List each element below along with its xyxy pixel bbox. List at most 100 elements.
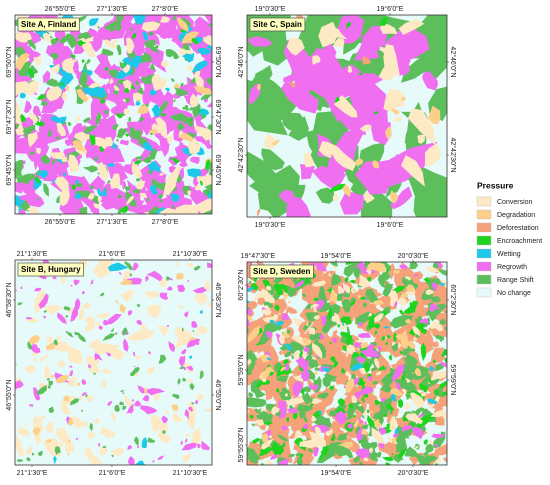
land-patch (277, 458, 290, 465)
coord-label: 42°42'30"N (449, 137, 457, 172)
land-patch (34, 177, 41, 184)
land-patch (15, 81, 29, 97)
land-patch (86, 395, 93, 403)
land-patch (318, 286, 327, 306)
land-patch (42, 33, 51, 44)
land-patch (362, 56, 372, 65)
land-patch (142, 156, 152, 164)
land-patch (149, 43, 160, 55)
land-patch (430, 409, 447, 418)
land-patch (384, 126, 392, 140)
land-patch (138, 116, 145, 123)
land-patch (276, 388, 280, 393)
land-patch (45, 439, 53, 444)
land-patch (406, 379, 410, 383)
land-patch (290, 82, 297, 88)
land-patch (332, 193, 339, 202)
land-patch (162, 113, 167, 117)
land-patch (180, 29, 187, 33)
land-patch (67, 453, 70, 456)
land-patch (39, 356, 45, 362)
land-patch (83, 322, 96, 332)
land-patch (405, 318, 411, 324)
land-patch (374, 323, 381, 329)
land-patch (29, 404, 34, 407)
land-patch (165, 48, 174, 58)
land-patch (394, 285, 405, 292)
coord-label: 19°47'30"E (241, 252, 276, 260)
land-patch (417, 413, 424, 419)
land-patch (359, 124, 372, 132)
land-patch (182, 327, 184, 333)
land-patch (171, 404, 179, 412)
land-patch (356, 356, 366, 363)
land-patch (422, 71, 438, 91)
land-patch (382, 310, 388, 317)
land-patch (433, 389, 440, 396)
land-patch (37, 58, 41, 61)
land-patch (394, 355, 407, 369)
land-patch (363, 457, 369, 462)
land-patch (134, 129, 142, 140)
land-patch (273, 283, 284, 296)
land-patch (97, 196, 102, 203)
land-patch (353, 414, 356, 418)
land-patch (360, 436, 370, 452)
land-patch (93, 372, 96, 375)
land-patch (151, 178, 156, 182)
land-patch (178, 305, 184, 310)
land-patch (326, 71, 356, 99)
land-patch (173, 127, 185, 143)
land-patch (98, 442, 101, 448)
land-patch (389, 186, 413, 210)
land-patch (345, 377, 355, 393)
land-patch (27, 39, 36, 51)
land-patch (82, 68, 86, 72)
land-patch (172, 393, 180, 400)
land-patch (33, 346, 41, 354)
coord-label: 26°55'0"E (45, 218, 76, 226)
land-patch (190, 156, 200, 165)
coord-label: 21°6'0"E (99, 250, 126, 258)
land-patch (380, 326, 396, 340)
land-patch (266, 357, 272, 361)
land-patch (439, 282, 446, 286)
panel-title: Site D, Sweden (253, 267, 310, 276)
land-patch (364, 375, 366, 378)
land-patch (51, 159, 55, 166)
land-patch (363, 191, 375, 204)
land-patch (364, 421, 367, 426)
legend-swatch (476, 274, 492, 285)
land-patch (364, 333, 371, 338)
land-patch (36, 170, 49, 179)
land-patch (405, 388, 413, 399)
land-patch (194, 331, 200, 336)
land-patch (18, 199, 24, 206)
land-patch (354, 266, 357, 269)
land-patch (262, 433, 268, 445)
land-patch (58, 360, 66, 368)
land-patch (255, 419, 265, 426)
land-patch (109, 78, 114, 85)
land-patch (329, 386, 334, 392)
land-patch (171, 78, 175, 82)
land-patch (122, 327, 128, 336)
land-patch (152, 460, 155, 463)
land-patch (197, 393, 205, 401)
land-patch (397, 398, 404, 409)
land-patch (142, 31, 149, 41)
land-patch (175, 261, 179, 267)
land-patch (128, 116, 132, 123)
land-patch (100, 292, 105, 297)
land-patch (17, 302, 23, 306)
land-patch (36, 198, 40, 201)
land-patch (139, 323, 149, 338)
land-patch (411, 426, 424, 440)
land-patch (285, 343, 292, 351)
land-patch (44, 304, 64, 315)
land-patch (374, 313, 384, 323)
land-patch (421, 392, 427, 397)
land-patch (184, 50, 194, 55)
land-patch (329, 341, 332, 345)
land-patch (50, 115, 60, 123)
